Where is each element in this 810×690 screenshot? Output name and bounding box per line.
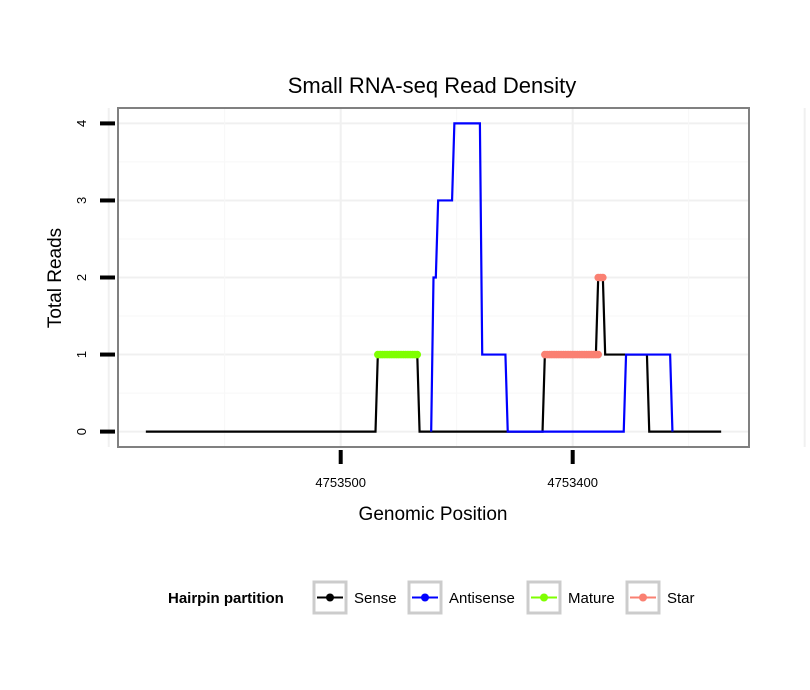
legend-label-sense: Sense (354, 590, 397, 607)
legend-title: Hairpin partition (168, 590, 284, 607)
series-point-star (541, 350, 549, 359)
x-tick-label: 4753400 (547, 475, 598, 490)
y-axis: 0 1 2 3 4 (74, 120, 115, 435)
x-tick-label: 4753500 (315, 475, 366, 490)
y-tick-label: 1 (74, 351, 89, 358)
chart-title: Small RNA-seq Read Density (288, 73, 577, 98)
legend-label-star: Star (667, 590, 695, 607)
legend-key-point-sense (326, 593, 334, 602)
x-axis-title: Genomic Position (359, 504, 508, 525)
y-axis-title: Total Reads (45, 228, 66, 328)
series-point-mature (374, 350, 382, 359)
y-tick-label: 3 (74, 197, 89, 204)
grid (107, 108, 806, 447)
legend-label-antisense: Antisense (449, 590, 515, 607)
series-point-star (594, 273, 603, 282)
legend-key-point-mature (540, 593, 548, 602)
y-tick-label: 0 (74, 428, 89, 435)
y-tick-label: 4 (74, 120, 89, 127)
legend-label-mature: Mature (568, 590, 615, 607)
series-layer (145, 122, 722, 433)
y-tick-label: 2 (74, 274, 89, 281)
legend-key-point-star (639, 593, 647, 602)
legend: Hairpin partition Sense Antisense Mature St… (168, 580, 695, 615)
plot-panel-border (117, 107, 750, 448)
series-line-antisense (430, 122, 674, 433)
legend-key-point-antisense (421, 593, 429, 602)
x-axis: 4753500 4753400 (315, 450, 598, 490)
